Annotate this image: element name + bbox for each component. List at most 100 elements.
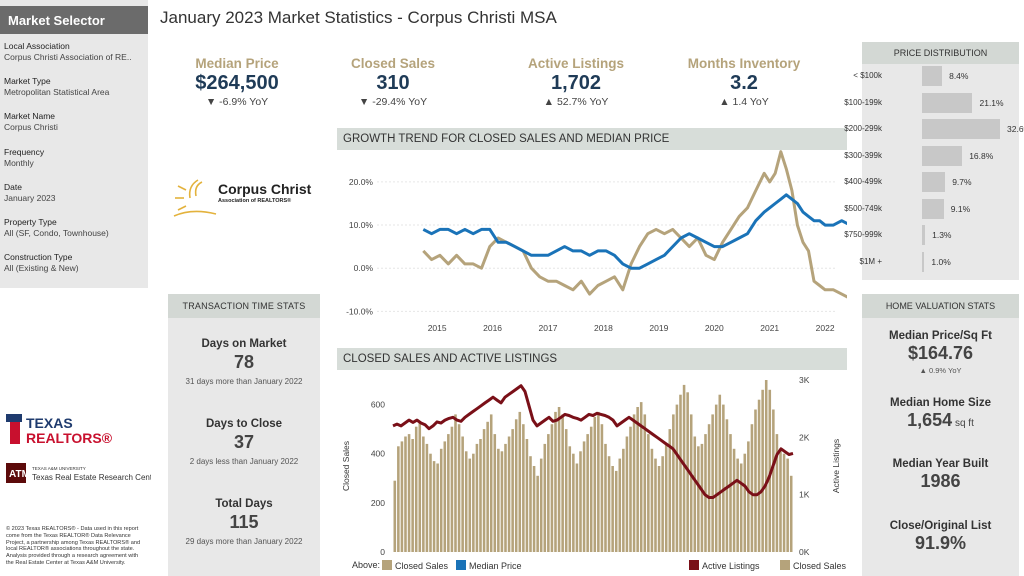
closed-sales-bar	[661, 456, 664, 552]
closed-sales-bar	[547, 434, 550, 552]
tamu-logo: ATM TEXAS A&M UNIVERSITY Texas Real Esta…	[6, 463, 160, 490]
price-bucket-row: < $100k 8.4%	[853, 65, 1019, 86]
kpi-label: Median Price	[195, 56, 279, 71]
closed-sales-bar	[779, 448, 782, 552]
filter-value: Corpus Christi Association of RE..	[4, 52, 132, 62]
closed-sales-bar	[636, 407, 639, 552]
closed-sales-bar	[468, 458, 472, 552]
kpi-value: 310	[376, 72, 410, 94]
closed-sales-bar	[450, 426, 454, 552]
closed-sales-bar	[514, 419, 518, 552]
corpus-christi-logo: Corpus Christi Association of REALTORS®	[172, 176, 315, 220]
closed-sales-bar	[772, 409, 775, 552]
kpi-label: Closed Sales	[350, 56, 436, 71]
closed-sales-bar	[739, 463, 743, 552]
filter-date[interactable]: Date January 2023	[4, 182, 146, 204]
closed-sales-bar	[639, 402, 643, 552]
closed-sales-bar	[729, 434, 732, 552]
price-bucket-bar	[922, 145, 963, 166]
kpi-change: ▼ -29.4% YoY	[358, 96, 428, 108]
median-year-built: Median Year Built 1986	[892, 458, 989, 491]
kpi-value: 1,702	[550, 72, 602, 94]
closed-sales-line	[422, 150, 847, 299]
filter-label: Date	[4, 182, 22, 192]
filter-frequency[interactable]: Frequency Monthly	[4, 147, 146, 169]
filter-market-name[interactable]: Market Name Corpus Christi	[4, 111, 146, 133]
y2-axis-label: Active Listings	[831, 439, 841, 493]
closed-sales-bar	[472, 453, 475, 552]
y-axis-label: Closed Sales	[341, 441, 351, 491]
closed-sales-bar	[579, 451, 582, 552]
home-valuation-title: HOME VALUATION STATS	[862, 294, 1019, 318]
legend-active-listings: Active Listings	[689, 560, 760, 571]
closed-sales-bar	[786, 458, 789, 552]
price-bucket-pct: 32.6%	[1007, 124, 1024, 134]
closed-sales-bar	[539, 458, 543, 552]
closed-sales-bar	[611, 466, 614, 552]
filter-market-type[interactable]: Market Type Metropolitan Statistical Are…	[4, 76, 146, 98]
filter-construction-type[interactable]: Construction Type All (Existing & New)	[4, 252, 146, 274]
closed-sales-bar	[493, 434, 497, 552]
y2-tick-label: 2K	[799, 432, 810, 442]
price-bucket-pct: 9.1%	[950, 203, 971, 214]
closed-sales-bar	[404, 436, 407, 552]
kpi-closed-sales: Closed Sales 310 ▼ -29.4% YoY	[328, 56, 458, 108]
closed-sales-bar	[475, 443, 479, 552]
kpi-value: $264,500	[195, 72, 279, 94]
median-price-sqft: Median Price/Sq Ft $164.76 ▲ 0.9% YoY	[889, 330, 992, 375]
closed-sales-bar	[400, 441, 404, 552]
price-bucket-bar	[922, 66, 943, 86]
kpi-label: Months Inventory	[687, 56, 801, 71]
sun-logo-icon: Corpus Christi Association of REALTORS®	[173, 179, 315, 217]
price-bucket-pct: 8.4%	[949, 71, 969, 81]
closed-sales-bar	[722, 404, 725, 552]
chart-legend: Above: Closed Sales Median Price Active …	[352, 560, 852, 574]
y-tick-label: 20.0%	[349, 177, 374, 187]
price-distribution-title: PRICE DISTRIBUTION	[862, 42, 1019, 64]
closed-sales-bar	[554, 411, 557, 552]
price-bucket-label: $750-999k	[844, 230, 882, 239]
svg-text:Texas Real Estate Research Cen: Texas Real Estate Research Center	[32, 473, 151, 482]
closed-sales-bar	[561, 414, 564, 552]
closed-sales-bar	[597, 411, 600, 552]
closed-sales-bar	[664, 443, 668, 552]
market-selector-panel: Market Selector Local Association Corpus…	[0, 0, 148, 288]
closed-sales-bar	[750, 424, 754, 552]
y2-tick-label: 1K	[799, 490, 810, 500]
filter-label: Frequency	[4, 147, 45, 157]
price-bucket-row: $300-399k 16.8%	[844, 145, 1019, 166]
closed-sales-bar	[604, 443, 607, 552]
closed-sales-bar	[689, 414, 693, 552]
closed-sales-bar	[736, 458, 739, 552]
closed-sales-bar	[714, 404, 718, 552]
closed-sales-bar	[754, 409, 757, 552]
price-bucket-bar	[922, 198, 944, 219]
closed-sales-bar	[525, 439, 529, 552]
closed-sales-bar	[650, 448, 654, 552]
x-tick-label: 2016	[483, 323, 502, 333]
x-tick-label: 2015	[428, 323, 447, 333]
price-bucket-label: $200-299k	[844, 124, 882, 133]
filter-local-association[interactable]: Local Association Corpus Christi Associa…	[4, 41, 146, 63]
price-bucket-pct: 1.0%	[931, 256, 951, 267]
x-tick-label: 2018	[594, 323, 613, 333]
median-home-size: Median Home Size 1,654 sq ft	[890, 397, 991, 430]
price-bucket-row: $400-499k 9.7%	[844, 171, 1019, 192]
y-tick-label: -10.0%	[346, 306, 373, 316]
active-listings-line	[392, 384, 794, 499]
closed-sales-bar	[600, 424, 604, 552]
closed-sales-bar	[614, 470, 618, 552]
closed-sales-bar	[497, 448, 500, 552]
closed-sales-bar	[643, 414, 647, 552]
y-tick-label: 400	[371, 449, 385, 459]
page-title: January 2023 Market Statistics - Corpus …	[160, 8, 557, 27]
price-bucket-bar	[922, 251, 925, 272]
closed-sales-bar	[418, 421, 422, 552]
legend-above: Above:	[352, 560, 381, 570]
filter-label: Local Association	[4, 41, 70, 51]
price-bucket-pct: 1.3%	[932, 230, 952, 240]
filter-property-type[interactable]: Property Type All (SF, Condo, Townhouse)	[4, 217, 146, 239]
tx-logo-line2: REALTORS®	[26, 430, 113, 446]
days-to-close: Days to Close 37 2 days less than Januar…	[189, 418, 299, 466]
price-bucket-row: $200-299k 32.6%	[844, 118, 1024, 139]
